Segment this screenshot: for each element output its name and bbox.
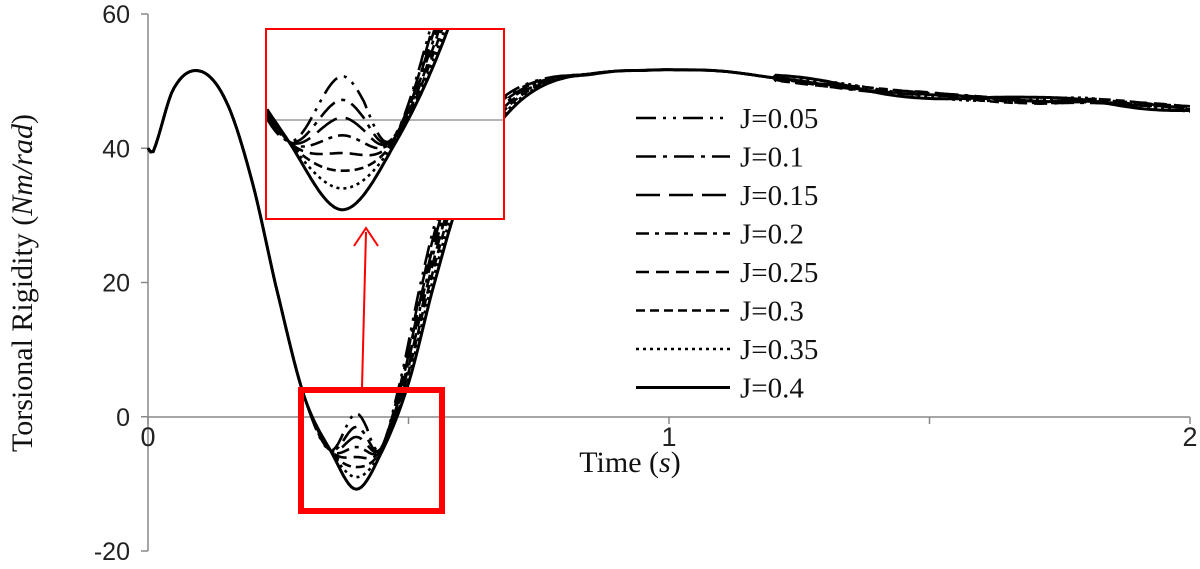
- x-ticks: 0 1 2: [140, 417, 1198, 452]
- x-tick-label: 0: [140, 422, 155, 452]
- legend-label: J=0.35: [740, 334, 818, 366]
- inset-series-line-j0-4: [267, 29, 450, 212]
- zoom-box: [298, 387, 445, 514]
- zoom-arrow: [353, 226, 379, 389]
- zoom-arrow-shaft: [361, 231, 367, 389]
- y-tick-label: 40: [102, 135, 130, 163]
- legend-label: J=0.1: [740, 142, 804, 174]
- x-tick-label: 2: [1182, 422, 1197, 452]
- zoom-arrow-head: [353, 226, 379, 247]
- inset-background: [267, 29, 504, 218]
- inset-series-line-j0-15: [267, 29, 436, 147]
- x-axis-title: Time (s): [579, 446, 680, 479]
- inset-border: [265, 28, 505, 220]
- y-tick-label: -20: [94, 538, 130, 566]
- y-axis-title: Torsional Rigidity (Nm/rad): [6, 114, 39, 452]
- x-axis-title-close: ): [671, 446, 681, 479]
- legend: J=0.05 J=0.1 J=0.15 J=0.2 J=0.25 J=0.3 J=0.35 J…: [636, 103, 818, 405]
- inset-series-layer: [267, 29, 450, 212]
- y-axis-title-unit: Nm/rad: [6, 123, 39, 217]
- y-axis-title-main: Torsional Rigidity (: [6, 216, 39, 452]
- y-ticks: -20 0 20 40 60: [94, 1, 148, 566]
- series-layer: [146, 68, 1191, 491]
- legend-label: J=0.25: [740, 257, 818, 289]
- inset-series-line-j0-2: [267, 29, 439, 150]
- inset: [265, 28, 505, 220]
- y-tick-label: 60: [102, 1, 130, 29]
- x-tick-label: 1: [661, 422, 676, 452]
- legend-label: J=0.15: [740, 180, 818, 212]
- legend-label: J=0.2: [740, 219, 804, 251]
- series-line-j0-4: [146, 68, 1191, 491]
- legend-label: J=0.4: [740, 373, 804, 405]
- legend-label: J=0.05: [740, 103, 818, 135]
- legend-label: J=0.3: [740, 296, 804, 328]
- axes: -20 0 20 40 60 0 1 2: [94, 1, 1198, 566]
- y-axis-title-close: ): [6, 114, 39, 124]
- y-tick-label: 20: [102, 270, 130, 298]
- inset-series-line-j0-3: [267, 29, 444, 172]
- inset-series-line-j0-1: [267, 29, 434, 145]
- x-axis-title-main: Time (: [579, 446, 659, 479]
- inset-series-line-j0-05: [267, 29, 432, 144]
- x-axis-title-unit: s: [659, 446, 671, 479]
- y-tick-label: 0: [116, 404, 130, 432]
